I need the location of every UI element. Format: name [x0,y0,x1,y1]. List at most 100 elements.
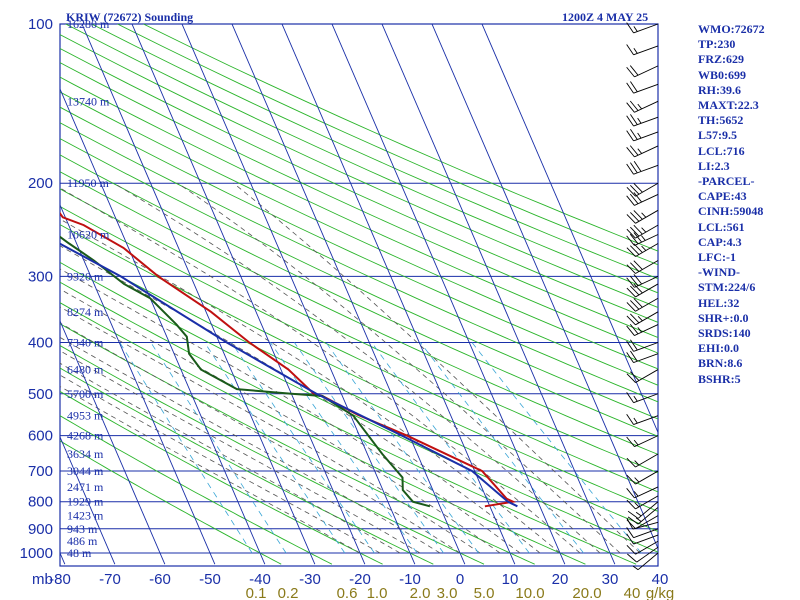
height-label: 7340 m [67,335,104,349]
barb-staff [635,297,659,312]
pressure-tick-label: 600 [28,428,53,445]
wind-barb [626,486,659,499]
moist-adiabat [60,268,521,554]
wind-barb [627,501,659,519]
barb-flag [630,350,638,362]
wind-barb [626,145,659,158]
dry-adiabat [65,24,658,294]
barb-flag [626,533,634,545]
dry-adiabat [60,302,586,565]
barb-staff [633,45,659,56]
barb-flag [633,283,643,294]
isotherm [481,24,658,434]
barb-staff [635,260,659,274]
index-item: EHI:0.0 [698,341,740,356]
barb-staff [635,515,659,530]
dry-adiabat [60,48,658,323]
barb-flag [626,130,634,142]
barb-staff [635,311,659,326]
isotherm [81,24,316,565]
barb-staff [635,209,659,224]
wind-barb [626,435,659,448]
barb-flag [626,340,634,352]
mixing-ratio-line [371,342,530,554]
barb-staff [633,528,659,539]
wind-barb [626,182,659,197]
barb-flag [630,162,638,174]
barb-half-flag [633,417,638,424]
wind-barb [626,470,659,485]
dry-adiabat [60,390,383,565]
height-label: 1423 m [67,509,104,523]
mixing-ratio-line [119,342,253,554]
index-item: MAXT:22.3 [698,98,759,113]
moist-adiabat [60,385,361,554]
barb-flag [633,260,643,270]
height-label: 2471 m [67,480,104,494]
height-label: 16280 m [67,17,110,31]
moist-adiabat [60,374,381,554]
barb-flag [626,474,636,485]
height-label: 13740 m [67,94,110,108]
barb-flag [627,516,639,525]
barb-flag [630,212,640,222]
dry-adiabat [60,91,658,370]
barb-flag [626,22,634,34]
barb-flag [626,235,635,246]
barb-staff [637,507,659,525]
index-item: CAP:4.3 [698,234,742,249]
barb-staff [633,23,659,34]
pressure-tick-label: 800 [28,494,53,511]
temperature-tick-label: -10 [399,571,421,588]
mixing-ratio-label: 0.6 [337,585,358,600]
barb-staff [633,164,659,175]
dry-adiabat [60,122,658,403]
barb-flag [630,129,638,140]
dry-adiabat [60,323,535,565]
index-item: HEL:32 [698,295,740,310]
pressure-tick-label: 200 [28,175,53,192]
temperature-tick-label: -20 [349,571,371,588]
barb-half-flag [632,565,639,571]
mixing-ratio-label: 5.0 [474,585,495,600]
height-label: 5700 m [67,387,104,401]
height-label: 6480 m [67,363,104,377]
wind-barbs [626,22,659,571]
wind-barb [626,414,659,425]
wind-barb [626,392,659,404]
barb-flag [626,518,634,530]
dry-adiabat [60,440,282,565]
station-title: KRIW (72672) Sounding [66,10,193,24]
mixing-ratio-label: 2.0 [410,585,431,600]
barb-staff [634,145,659,158]
wind-barb [626,192,659,206]
dry-adiabat [91,24,658,280]
barb-half-flag [634,502,640,508]
barb-staff [633,83,659,94]
height-label: 48 m [67,546,92,560]
index-item: LI:2.3 [698,158,730,173]
barb-flag [633,210,643,220]
wind-barb [627,546,659,563]
mixing-ratio-line [420,342,584,554]
wind-barb [626,81,659,94]
moist-adiabat [60,362,401,554]
height-label: 486 m [67,534,98,548]
barb-flag [626,195,635,206]
barb-flag [627,510,639,519]
temperature-tick-label: -80 [49,571,71,588]
barb-half-flag [641,227,647,233]
dry-adiabat [117,24,658,266]
barb-flag [626,302,636,312]
index-item: BSHR:5 [698,371,741,386]
barb-half-flag [634,460,640,466]
pressure-tick-label: 1000 [20,545,53,562]
barb-staff [635,283,659,298]
barb-staff [634,100,659,113]
barb-staff [636,546,659,563]
temperature-tick-label: 20 [552,571,569,588]
mixing-ratio-label: 20.0 [572,585,601,600]
barb-flag [626,115,634,127]
barb-half-flag [633,26,638,32]
barb-flag [629,323,639,335]
